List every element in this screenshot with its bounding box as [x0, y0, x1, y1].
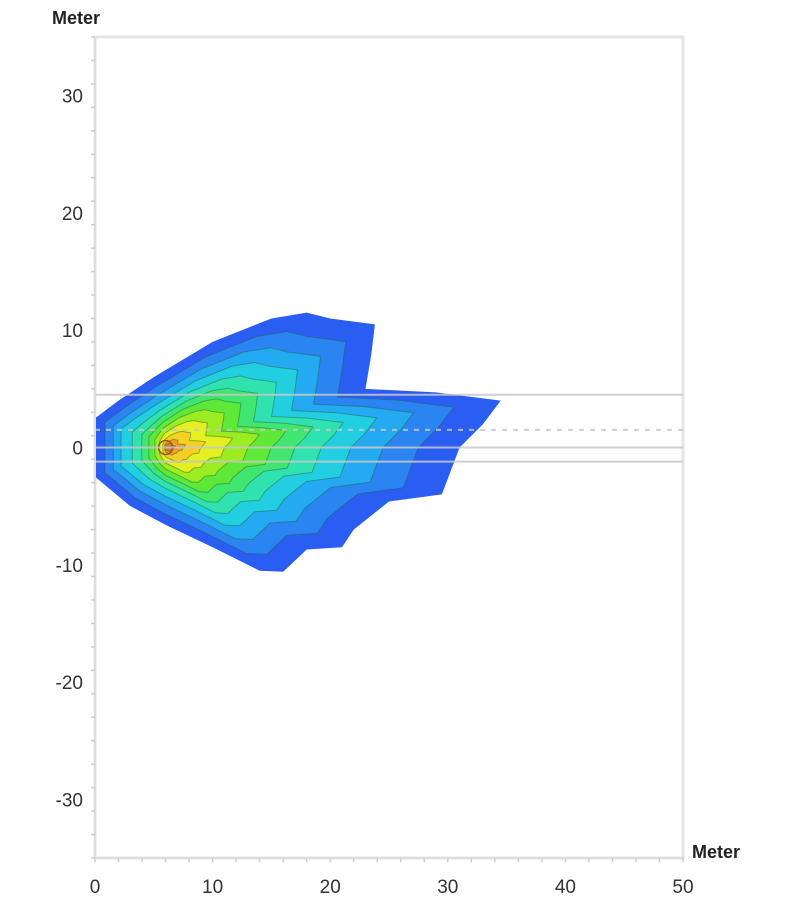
y-axis-label: Meter	[52, 8, 100, 28]
x-axis-label: Meter	[692, 842, 740, 862]
x-tick-label: 50	[672, 877, 693, 898]
reference-lines	[95, 393, 683, 463]
y-tick-label: -30	[56, 790, 83, 811]
x-tick-label: 30	[437, 877, 458, 898]
y-tick-label: -20	[56, 673, 83, 694]
contour-fills	[95, 312, 501, 572]
y-tick-label: 0	[72, 439, 83, 460]
x-tick-label: 10	[202, 877, 223, 898]
y-tick-label: -10	[56, 556, 83, 577]
x-tick-label: 0	[90, 877, 101, 898]
x-tick-label: 20	[320, 877, 341, 898]
y-tick-label: 10	[62, 321, 83, 342]
x-tick-label: 40	[555, 877, 576, 898]
y-tick-label: 20	[62, 204, 83, 225]
y-tick-label: 30	[62, 87, 83, 108]
axes: 30 20 10 0 -10 -20 -30 0 10 20 30 40 50	[56, 36, 694, 898]
